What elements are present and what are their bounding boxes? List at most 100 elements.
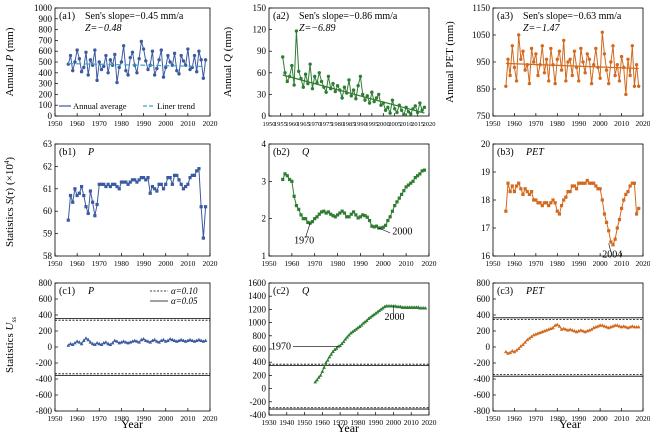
data-point bbox=[329, 352, 334, 356]
data-point bbox=[192, 53, 197, 58]
data-point bbox=[615, 323, 620, 327]
y-tick-label: 90 bbox=[257, 46, 267, 56]
x-tick-label: 1970 bbox=[92, 414, 107, 423]
data-point bbox=[615, 226, 619, 230]
data-point bbox=[143, 338, 148, 342]
data-point bbox=[340, 96, 344, 100]
data-point bbox=[124, 180, 128, 184]
data-point bbox=[124, 68, 128, 73]
data-point bbox=[315, 215, 319, 219]
data-point bbox=[166, 338, 170, 342]
data-point bbox=[95, 78, 99, 83]
data-point bbox=[327, 354, 332, 359]
data-point bbox=[110, 341, 115, 345]
x-tick-label: 1970 bbox=[528, 119, 543, 128]
z-value: Z=−0.48 bbox=[85, 23, 122, 34]
data-point bbox=[334, 346, 339, 350]
x-tick-label: 1970 bbox=[307, 259, 322, 268]
data-point bbox=[527, 192, 532, 196]
data-point bbox=[301, 85, 305, 89]
data-point bbox=[351, 88, 356, 92]
y-tick-label: 63 bbox=[43, 139, 53, 149]
data-point bbox=[133, 178, 137, 182]
data-point bbox=[363, 98, 367, 102]
x-tick-label: 1980 bbox=[114, 259, 129, 268]
data-point bbox=[356, 325, 360, 330]
data-point bbox=[379, 307, 383, 311]
data-point bbox=[409, 181, 413, 185]
panel-label: (b2) bbox=[273, 147, 290, 158]
data-point bbox=[589, 327, 594, 331]
data-point bbox=[148, 191, 152, 195]
data-point bbox=[540, 44, 544, 48]
data-point bbox=[128, 55, 132, 60]
data-point bbox=[86, 337, 91, 342]
data-point bbox=[579, 181, 583, 185]
data-point bbox=[637, 206, 641, 210]
x-tick-label: 1980 bbox=[550, 119, 565, 128]
y-tick-label: 0 bbox=[48, 111, 53, 121]
data-point bbox=[581, 181, 585, 185]
y-tick-label: 3 bbox=[262, 176, 267, 186]
data-point bbox=[150, 184, 155, 189]
data-point bbox=[104, 340, 108, 344]
data-point bbox=[115, 80, 119, 85]
data-point bbox=[325, 358, 330, 362]
data-point bbox=[527, 336, 532, 340]
data-point bbox=[119, 180, 124, 184]
slope-label: Sen's slope=−0.86 mm/a bbox=[299, 11, 398, 22]
data-point bbox=[324, 360, 328, 365]
data-point bbox=[159, 182, 163, 186]
data-point bbox=[168, 337, 172, 341]
data-point bbox=[308, 62, 312, 66]
data-point bbox=[338, 211, 342, 215]
data-point bbox=[361, 92, 365, 97]
data-point bbox=[301, 217, 305, 221]
x-tick-label: 2020 bbox=[203, 259, 218, 268]
ylabel-row1-p: Annual P (mm) bbox=[4, 27, 16, 96]
data-point bbox=[290, 179, 294, 183]
y-tick-label: 0 bbox=[262, 111, 267, 121]
data-point bbox=[534, 198, 538, 202]
xlabel-c3: Year bbox=[559, 417, 581, 431]
annotation-1970: 1970 bbox=[271, 341, 291, 352]
data-point bbox=[175, 68, 179, 73]
data-point bbox=[350, 329, 355, 334]
data-point bbox=[316, 375, 321, 379]
data-point bbox=[181, 187, 186, 191]
data-point bbox=[190, 173, 194, 177]
data-point bbox=[320, 369, 325, 373]
data-point bbox=[512, 349, 517, 354]
data-point bbox=[161, 187, 166, 191]
data-point bbox=[559, 68, 564, 72]
data-point bbox=[71, 68, 75, 73]
data-point bbox=[115, 339, 119, 343]
slope-label: Sen's slope=−0.45 mm/a bbox=[85, 11, 184, 22]
data-point bbox=[624, 92, 628, 97]
data-point bbox=[146, 339, 150, 343]
data-point bbox=[508, 73, 512, 78]
data-point bbox=[86, 73, 90, 77]
data-point bbox=[126, 182, 130, 186]
data-point bbox=[579, 328, 583, 332]
data-point bbox=[139, 39, 144, 44]
data-point bbox=[508, 350, 512, 354]
x-tick-label: 1960 bbox=[70, 119, 85, 128]
data-point bbox=[504, 84, 508, 89]
y-tick-label: 200 bbox=[39, 326, 53, 336]
panel-label: (a2) bbox=[273, 11, 289, 22]
data-point bbox=[361, 321, 366, 325]
data-point bbox=[393, 107, 397, 111]
data-point bbox=[303, 72, 308, 76]
data-point bbox=[93, 214, 97, 218]
y-tick-label: -200 bbox=[250, 397, 267, 407]
data-point bbox=[177, 72, 181, 76]
data-point bbox=[285, 174, 289, 178]
x-tick-label: 1955 bbox=[274, 121, 287, 128]
annotation-leader-2004 bbox=[608, 243, 612, 252]
data-point bbox=[113, 52, 117, 57]
y-tick-label: 950 bbox=[477, 57, 491, 67]
y-tick-label: 17 bbox=[481, 223, 491, 233]
data-point bbox=[152, 337, 157, 342]
data-point bbox=[117, 187, 121, 191]
